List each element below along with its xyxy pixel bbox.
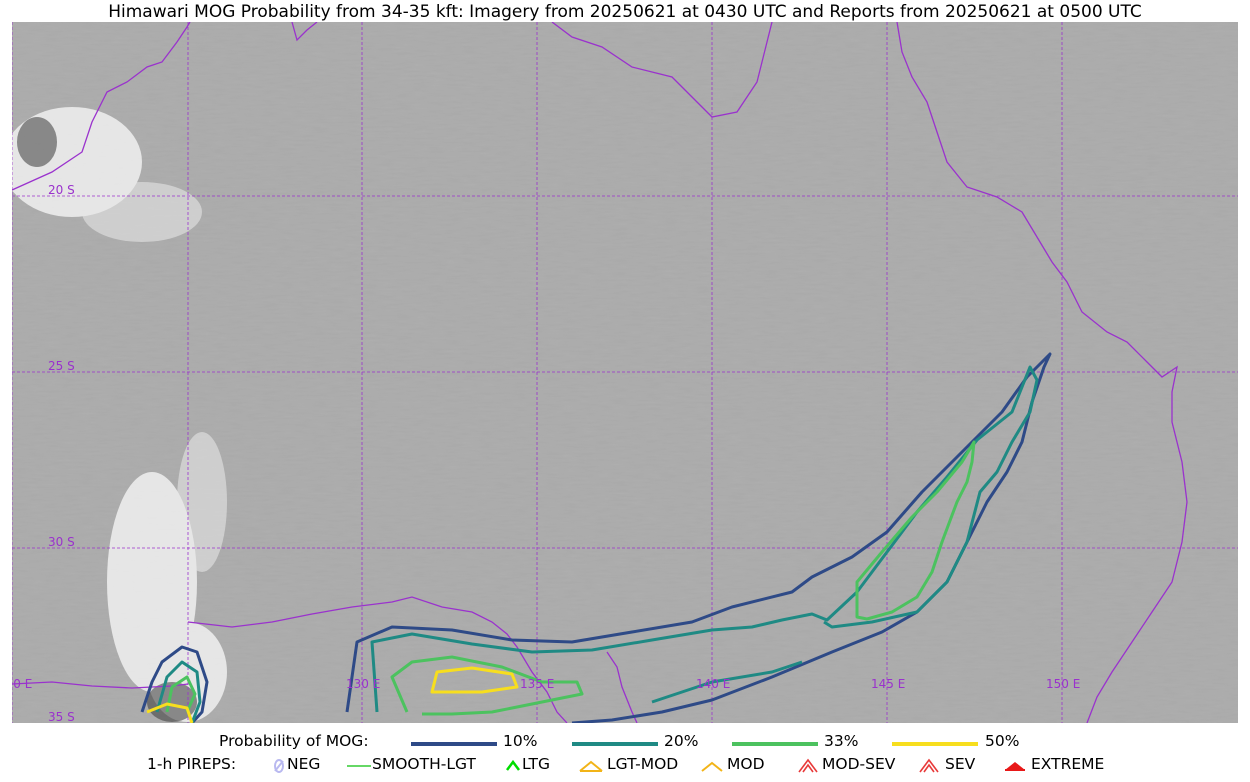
lon-label-150e: 150 E bbox=[1046, 677, 1080, 691]
pirep-label-smooth-lgt: SMOOTH-LGT bbox=[372, 755, 476, 773]
cloud-features bbox=[12, 107, 227, 722]
extreme-icon bbox=[1005, 762, 1025, 771]
mog-label-20: 20% bbox=[664, 732, 699, 750]
mod-icon bbox=[701, 761, 723, 772]
map-title: Himawari MOG Probability from 34-35 kft:… bbox=[108, 2, 1142, 22]
ltg-icon bbox=[506, 759, 520, 771]
pirep-label-extreme: EXTREME bbox=[1031, 755, 1105, 773]
mog-legend: Probability of MOG: 10% 20% 33% 50% bbox=[0, 732, 1250, 754]
lon-label-145e: 145 E bbox=[871, 677, 905, 691]
mog-label-33: 33% bbox=[824, 732, 859, 750]
lon-label-135e: 135 E bbox=[520, 677, 554, 691]
mog-contour-33 bbox=[165, 440, 976, 716]
lgt-mod-icon bbox=[579, 760, 603, 772]
smooth-lgt-icon bbox=[347, 765, 371, 767]
pirep-label-sev: SEV bbox=[945, 755, 976, 773]
neg-icon bbox=[274, 759, 284, 773]
mog-label-10: 10% bbox=[503, 732, 538, 750]
mog-swatch-20 bbox=[572, 742, 658, 746]
mod-sev-icon bbox=[798, 758, 818, 773]
lat-label-20s: 20 S bbox=[48, 183, 75, 197]
lat-label-30s: 30 S bbox=[48, 535, 75, 549]
pirep-label-mod: MOD bbox=[727, 755, 765, 773]
pirep-label-mod-sev: MOD-SEV bbox=[822, 755, 896, 773]
sev-icon bbox=[919, 758, 939, 773]
pirep-legend-title: 1-h PIREPS: bbox=[147, 755, 237, 773]
lat-label-35s: 35 S bbox=[48, 710, 75, 723]
lon-label-140e: 140 E bbox=[696, 677, 730, 691]
mog-contour-20 bbox=[155, 365, 1039, 723]
mog-swatch-33 bbox=[732, 742, 818, 746]
pirep-legend: 1-h PIREPS: NEG SMOOTH-LGT LTG LGT-MOD M… bbox=[0, 755, 1250, 777]
satellite-map: 20 S 25 S 30 S 35 S 120 E 130 E 135 E 14… bbox=[12, 22, 1238, 723]
mog-swatch-50 bbox=[892, 742, 978, 746]
mog-swatch-10 bbox=[411, 742, 497, 746]
pirep-label-ltg: LTG bbox=[522, 755, 550, 773]
lat-label-25s: 25 S bbox=[48, 359, 75, 373]
pirep-label-neg: NEG bbox=[287, 755, 321, 773]
lon-label-130e: 130 E bbox=[346, 677, 380, 691]
mog-label-50: 50% bbox=[985, 732, 1020, 750]
mog-contour-50 bbox=[146, 666, 519, 723]
lon-label-120e: 120 E bbox=[12, 677, 32, 691]
mog-legend-title: Probability of MOG: bbox=[219, 732, 369, 750]
pirep-label-lgt-mod: LGT-MOD bbox=[607, 755, 679, 773]
lat-lon-labels: 20 S 25 S 30 S 35 S 120 E 130 E 135 E 14… bbox=[12, 183, 1080, 723]
